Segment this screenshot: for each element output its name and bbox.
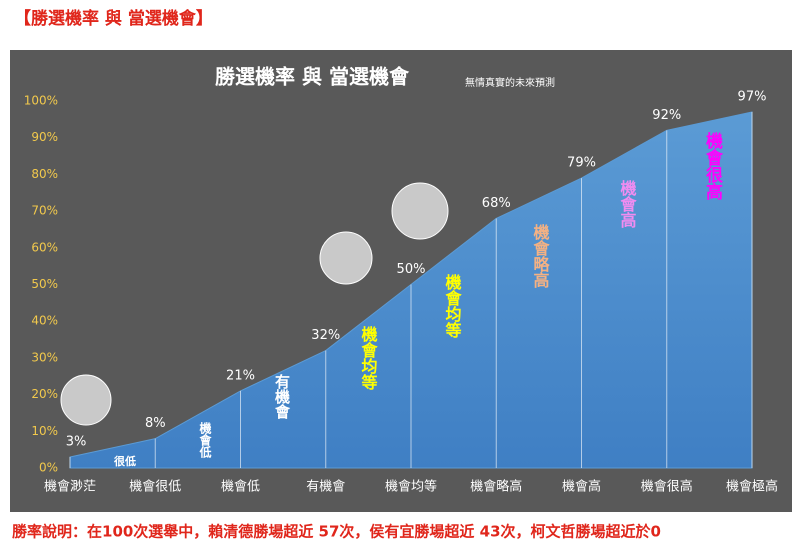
y-tick-label: 0%	[39, 461, 58, 475]
x-tick-label: 機會很低	[129, 480, 181, 495]
y-tick-label: 100%	[24, 94, 58, 108]
annotation: 機會低	[198, 421, 212, 459]
x-tick-label: 有機會	[306, 480, 345, 495]
x-tick-label: 機會很高	[641, 479, 693, 495]
y-tick-label: 70%	[31, 204, 58, 218]
x-tick-label: 機會低	[221, 480, 260, 495]
y-tick-label: 40%	[31, 314, 58, 328]
y-tick-label: 30%	[31, 350, 58, 364]
header: 【勝選機率 與 當選機會】	[14, 8, 213, 29]
value-label: 92%	[652, 108, 681, 123]
y-tick-label: 80%	[31, 167, 58, 181]
value-label: 50%	[397, 262, 426, 277]
footnote: 勝率說明：在100次選舉中，賴清德勝場超近 57次，侯有宜勝場超近 43次，柯文…	[12, 523, 661, 541]
x-tick-label: 機會極高	[726, 479, 778, 495]
annotation: 機會均等	[443, 273, 463, 339]
photo	[319, 231, 373, 285]
y-tick-label: 20%	[31, 387, 58, 401]
value-label: 68%	[482, 196, 511, 211]
y-tick-label: 90%	[31, 130, 58, 144]
photo	[391, 182, 449, 240]
x-tick-label: 機會高	[562, 479, 601, 495]
photo	[60, 374, 112, 426]
photos	[60, 182, 449, 426]
chart-title: 勝選機率 與 當選機會	[215, 65, 410, 89]
value-label: 21%	[226, 368, 255, 383]
x-tick-label: 機會渺茫	[44, 480, 96, 495]
chart-subtitle: 無情真實的未來預測	[465, 76, 555, 89]
y-tick-label: 60%	[31, 240, 58, 254]
annotation: 機會略高	[531, 223, 551, 289]
value-label: 3%	[66, 434, 87, 449]
y-tick-label: 50%	[31, 277, 58, 291]
value-label: 32%	[311, 328, 340, 343]
value-label: 97%	[738, 90, 767, 105]
annotation: 機會很高	[702, 131, 724, 201]
value-label: 79%	[567, 156, 596, 171]
value-label: 8%	[145, 416, 166, 431]
annotation: 機會均等	[359, 325, 379, 391]
y-tick-label: 10%	[31, 424, 58, 438]
annotation: 機會高	[618, 179, 638, 229]
annotation: 有機會	[273, 373, 291, 419]
annotation: 很低	[113, 454, 136, 468]
x-tick-label: 機會均等	[385, 479, 437, 495]
x-tick-label: 機會略高	[470, 479, 522, 495]
